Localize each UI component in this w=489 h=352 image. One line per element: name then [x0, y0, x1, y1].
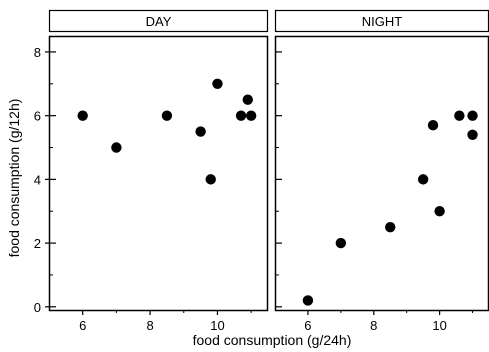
panel-frame [274, 35, 489, 312]
y-axis-title: food consumption (g/12h) [6, 99, 22, 258]
data-point [161, 110, 173, 121]
x-tick-label: 8 [370, 318, 377, 333]
data-point [335, 237, 347, 249]
data-point [385, 221, 396, 233]
x-tick-label: 6 [304, 318, 311, 333]
x-tick-label: 10 [432, 318, 446, 333]
data-point [242, 94, 253, 105]
data-point [434, 206, 445, 217]
y-tick-label: 8 [34, 45, 41, 60]
y-tick-label: 4 [34, 172, 41, 187]
panel-strip-label: DAY [146, 14, 172, 29]
data-point [454, 110, 465, 121]
data-point [417, 174, 429, 185]
data-point [427, 120, 439, 131]
y-tick-label: 2 [34, 236, 41, 251]
y-tick-label: 0 [34, 300, 41, 315]
panel-night: NIGHT 6 8 10 [274, 9, 489, 333]
data-point [467, 129, 478, 140]
x-tick-label: 6 [79, 318, 86, 333]
data-point [467, 110, 478, 121]
data-point [195, 126, 206, 137]
x-tick-label: 10 [210, 318, 224, 333]
x-tick-label: 8 [146, 318, 153, 333]
data-point [77, 110, 88, 121]
data-point [212, 78, 223, 89]
panel-strip [48, 9, 269, 33]
panel-frame [48, 35, 269, 312]
data-point [302, 295, 314, 306]
panel-strip-label: NIGHT [362, 14, 403, 29]
data-point [205, 174, 216, 185]
x-axis-title: food consumption (g/24h) [193, 332, 352, 348]
data-point [111, 142, 122, 153]
panel-day: DAY 0 2 4 6 8 6 8 10 [34, 9, 269, 333]
data-point [245, 110, 257, 121]
y-tick-label: 6 [34, 109, 41, 124]
data-point [235, 110, 247, 121]
